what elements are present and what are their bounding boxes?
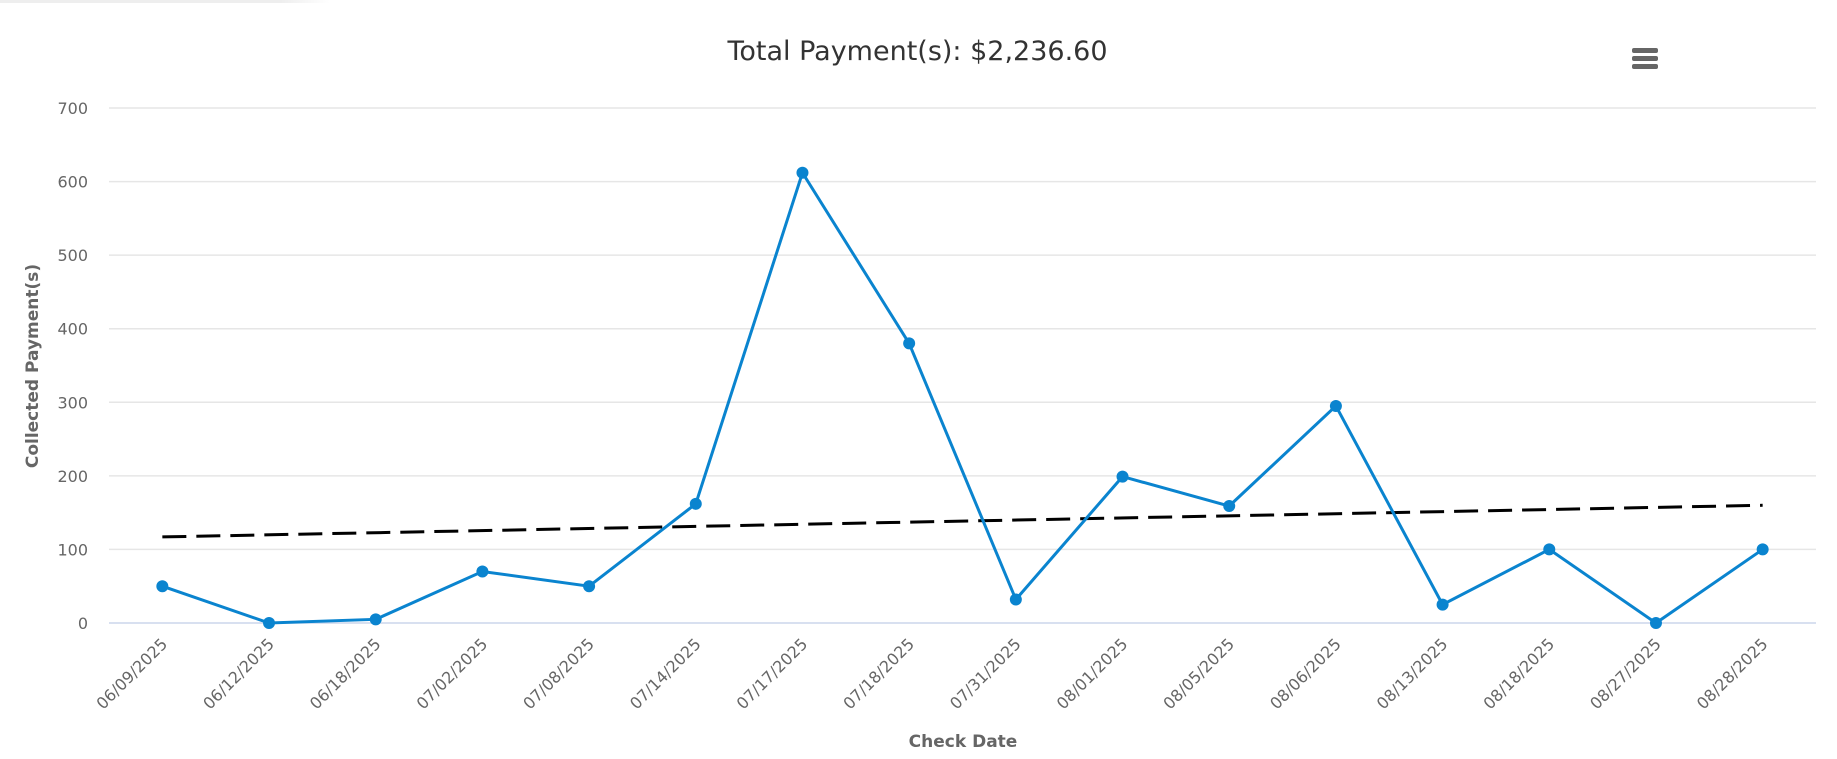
y-tick-label: 0: [78, 614, 88, 633]
data-point[interactable]: [903, 337, 916, 350]
payments-line: [161, 169, 1764, 625]
y-tick-label: 300: [57, 393, 88, 412]
trend-line: [162, 503, 1763, 539]
data-point[interactable]: [156, 580, 169, 593]
x-tick-label: 07/02/2025: [413, 634, 492, 713]
data-point[interactable]: [476, 565, 489, 578]
data-point[interactable]: [1329, 399, 1342, 412]
data-point[interactable]: [583, 580, 596, 593]
data-point[interactable]: [1223, 500, 1236, 513]
data-point[interactable]: [1116, 470, 1129, 483]
data-point[interactable]: [1756, 543, 1769, 556]
chart-title: Total Payment(s): $2,236.60: [727, 36, 1108, 67]
x-tick-label: 08/27/2025: [1586, 634, 1665, 713]
x-tick-label: 07/14/2025: [626, 634, 705, 713]
x-tick-label: 08/05/2025: [1159, 634, 1238, 713]
hamburger-menu-icon[interactable]: [1632, 48, 1662, 74]
x-tick-label: 06/09/2025: [93, 634, 172, 713]
data-point[interactable]: [1543, 543, 1556, 556]
x-tick-label: 08/18/2025: [1479, 634, 1558, 713]
x-axis-ticks: 06/09/2025 06/12/2025 06/18/2025 07/02/2025…: [93, 634, 1772, 713]
x-tick-label: 08/13/2025: [1373, 634, 1452, 713]
y-tick-label: 200: [57, 467, 88, 486]
y-axis-title: Collected Payment(s): [23, 264, 43, 468]
x-tick-label: 06/12/2025: [199, 634, 278, 713]
x-tick-label: 06/18/2025: [306, 634, 385, 713]
x-tick-label: 08/01/2025: [1053, 634, 1132, 713]
data-point[interactable]: [689, 497, 702, 510]
data-point[interactable]: [369, 613, 382, 626]
top-divider: [0, 0, 330, 3]
data-point[interactable]: [1436, 598, 1449, 611]
y-tick-label: 600: [57, 173, 88, 192]
x-tick-label: 07/31/2025: [946, 634, 1025, 713]
x-tick-label: 07/08/2025: [519, 634, 598, 713]
data-point[interactable]: [796, 166, 809, 179]
x-tick-label: 07/18/2025: [839, 634, 918, 713]
y-tick-label: 700: [57, 99, 88, 118]
data-markers: [156, 166, 1769, 629]
gridlines: [109, 107, 1816, 624]
y-tick-label: 400: [57, 320, 88, 339]
data-point[interactable]: [1009, 593, 1022, 606]
data-point[interactable]: [263, 617, 276, 629]
x-tick-label: 08/28/2025: [1693, 634, 1772, 713]
data-point[interactable]: [1649, 617, 1662, 629]
x-tick-label: 08/06/2025: [1266, 634, 1345, 713]
y-tick-label: 100: [57, 540, 88, 559]
x-tick-label: 07/17/2025: [733, 634, 812, 713]
x-axis-title: Check Date: [909, 732, 1018, 752]
y-axis-ticks: 0 100 200 300 400 500 600 700: [57, 99, 88, 633]
y-tick-label: 500: [57, 246, 88, 265]
